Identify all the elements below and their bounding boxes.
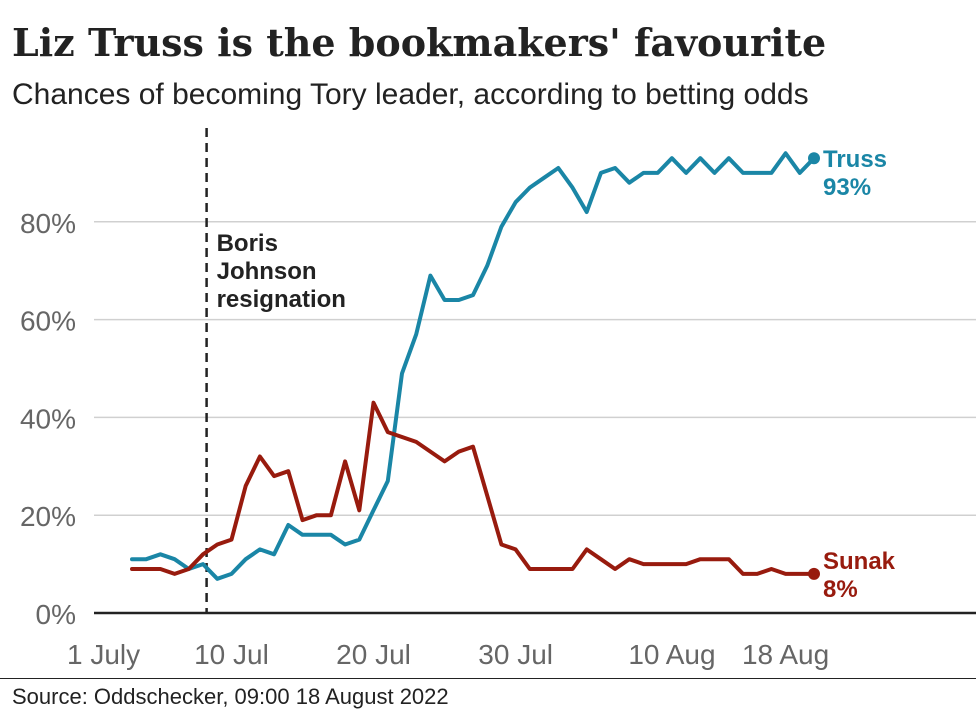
- x-tick-label: 10 Aug: [628, 639, 715, 670]
- x-tick-label: 20 Jul: [336, 639, 411, 670]
- axis-layer: 0% 20% 40% 60% 80% 1 July 10 Jul 20 Jul 30 Jul 10…: [20, 208, 976, 670]
- x-tick-label: 10 Jul: [194, 639, 269, 670]
- series-line-truss: [130, 151, 816, 581]
- chart-title: Liz Truss is the bookmakers' favourite: [12, 20, 827, 65]
- y-tick-label: 40%: [20, 403, 76, 434]
- y-tick-label: 0%: [36, 599, 76, 630]
- series-layer: [130, 151, 820, 581]
- series-end-marker-truss: [808, 152, 820, 165]
- series-line-sunak: [130, 400, 816, 576]
- source-note: Source: Oddschecker, 09:00 18 August 202…: [12, 684, 449, 709]
- series-end-label-truss: Truss: [823, 146, 887, 173]
- x-tick-label: 30 Jul: [478, 639, 553, 670]
- resignation-annotation-line: resignation: [217, 286, 346, 313]
- resignation-annotation-line: Boris: [217, 230, 278, 257]
- grid-layer: [94, 221, 976, 516]
- chart-subtitle: Chances of becoming Tory leader, accordi…: [12, 78, 809, 111]
- x-tick-label: 1 July: [67, 639, 140, 670]
- resignation-annotation-line: Johnson: [217, 258, 317, 285]
- series-end-marker-sunak: [808, 567, 820, 580]
- series-end-label-sunak: Sunak: [823, 548, 896, 575]
- x-tick-label: 18 Aug: [742, 639, 829, 670]
- series-end-label-sunak: 8%: [823, 576, 858, 603]
- source-divider: [0, 678, 976, 679]
- y-tick-label: 60%: [20, 306, 76, 337]
- series-end-label-truss: 93%: [823, 174, 871, 201]
- y-tick-label: 20%: [20, 501, 76, 532]
- y-tick-label: 80%: [20, 208, 76, 239]
